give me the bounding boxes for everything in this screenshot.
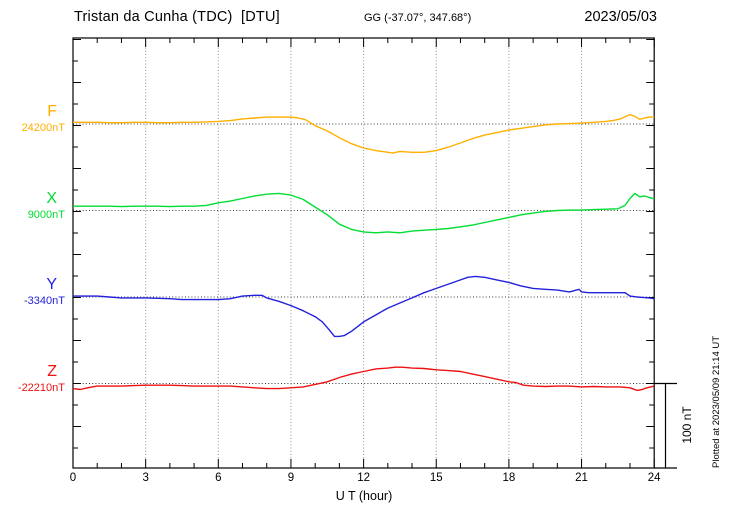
x-tick-label: 3	[142, 472, 149, 484]
station-title: Tristan da Cunha (TDC) [DTU]	[74, 9, 280, 25]
trace-Z	[72, 366, 655, 392]
trace-F	[73, 113, 655, 154]
series-baseline-Z: -22210nT	[17, 381, 65, 394]
x-tick-label: 18	[502, 472, 516, 484]
x-tick-label: 15	[429, 472, 443, 484]
x-tick-label: 6	[215, 472, 222, 484]
series-name-Y: Y	[46, 276, 57, 293]
series-baseline-X: 9000nT	[27, 208, 65, 221]
trace-X	[73, 192, 655, 234]
x-tick-label: 24	[647, 472, 661, 484]
series-name-X: X	[46, 189, 57, 207]
x-axis-label: U T (hour)	[335, 489, 393, 503]
series-baseline-Y: -3340nT	[24, 295, 65, 307]
series-name-Z: Z	[47, 362, 57, 380]
plot-date: 2023/05/03	[584, 9, 657, 25]
x-tick-labels: 0 3 6 9 12 15 18 21 24	[69, 472, 661, 488]
x-tick-label: 0	[69, 472, 77, 484]
legend-Y: Y -3340nT	[0, 277, 66, 307]
x-tick-label: 21	[575, 472, 588, 484]
legend-X: X 9000nT	[0, 189, 66, 221]
plotted-at-timestamp: Plotted at 2023/05/09 21:14 UT	[711, 335, 722, 468]
scale-bar-label: 100 nT	[680, 406, 694, 444]
legend-Z: Z -22210nT	[0, 362, 66, 394]
x-tick-label: 12	[357, 472, 370, 484]
series-name-F: F	[47, 103, 57, 120]
trace-Y	[73, 275, 655, 338]
x-tick-label: 9	[287, 472, 295, 484]
legend-F: F 24200nT	[0, 104, 66, 134]
series-baseline-F: 24200nT	[21, 122, 65, 134]
geographic-coordinates: GG (-37.07°, 347.68°)	[364, 12, 472, 24]
